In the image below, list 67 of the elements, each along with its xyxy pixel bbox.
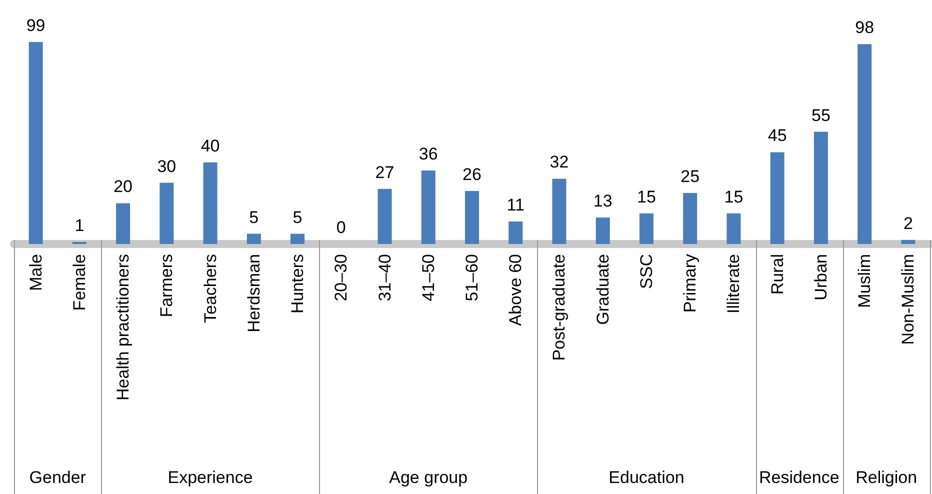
data-label: 15 [724, 187, 744, 206]
text: Residence [758, 468, 840, 488]
x-tick-label: Non-Muslim [898, 254, 918, 345]
data-label: 55 [811, 106, 830, 125]
x-tick-label: Post-graduate [550, 254, 569, 361]
x-tick-label: Hunters [288, 254, 308, 314]
x-tick-label: Rural [768, 254, 787, 295]
x-tick-label: 20–30 [332, 254, 351, 302]
bar [814, 132, 828, 244]
data-label: 13 [593, 191, 612, 210]
bar [552, 178, 566, 244]
text: Gender [28, 468, 87, 488]
data-label: 0 [336, 218, 346, 237]
data-label: 40 [200, 136, 220, 156]
data-label: 26 [462, 164, 482, 184]
data-label: 99 [26, 16, 46, 36]
bar [770, 152, 784, 244]
x-tick-label: Female [70, 254, 89, 311]
x-tick-label: Graduate [593, 254, 612, 325]
x-tick-label: SSC [636, 254, 656, 289]
data-label: 11 [506, 196, 524, 215]
x-tick-label: 31–40 [375, 254, 394, 302]
x-tick-label: Teachers [200, 254, 220, 323]
x-tick-label: Above 60 [506, 254, 526, 326]
bar [421, 170, 436, 244]
data-label: 2 [903, 214, 913, 233]
bar [28, 42, 43, 244]
data-label: 5 [249, 208, 259, 227]
bar [508, 222, 523, 244]
data-label: 15 [637, 187, 656, 206]
bar [858, 44, 872, 244]
x-tick-label: Muslim [855, 254, 874, 308]
bar [116, 203, 130, 244]
x-tick-label: Farmers [157, 254, 176, 318]
bar [160, 182, 174, 244]
data-label: 5 [292, 208, 302, 227]
x-tick-label: Herdsman [244, 254, 264, 332]
bar [203, 162, 218, 244]
x-tick-label: Male [26, 254, 46, 291]
bar [290, 234, 305, 244]
x-tick-label: Urban [811, 254, 830, 300]
bar [246, 234, 261, 244]
data-label: 45 [768, 126, 787, 146]
bar [465, 190, 479, 244]
data-label: 1 [74, 216, 84, 235]
data-label: 27 [375, 162, 394, 182]
bar [726, 213, 741, 244]
bar [683, 193, 698, 244]
bar [639, 213, 654, 244]
data-label: 32 [550, 152, 569, 172]
bar [596, 217, 610, 244]
text: Experience [166, 468, 254, 488]
text: Religion [854, 468, 918, 488]
x-tick-label: Primary [680, 254, 700, 313]
x-tick-label: Illiterate [724, 254, 744, 314]
data-label: 30 [157, 156, 176, 176]
data-label: 98 [855, 18, 874, 38]
x-tick-label: Health practitioners [114, 254, 133, 400]
data-label: 25 [680, 167, 700, 186]
x-tick-label: 51–60 [462, 254, 482, 302]
bar [901, 240, 916, 244]
data-label: 20 [114, 177, 133, 196]
text: Age group [388, 468, 469, 488]
bar [378, 188, 392, 244]
text: Education [608, 468, 686, 488]
data-label: 36 [418, 144, 438, 164]
x-tick-label: 41–50 [418, 254, 438, 302]
